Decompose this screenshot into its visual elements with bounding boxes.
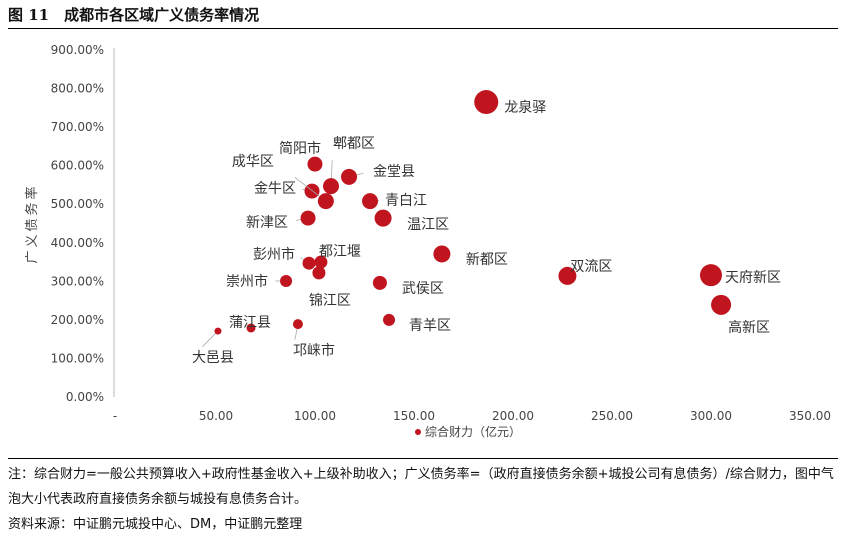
bubble-label: 邛崃市 (293, 342, 335, 359)
legend-label: 综合财力（亿元） (425, 424, 521, 439)
legend-marker (415, 429, 421, 435)
bubble-label: 温江区 (407, 217, 449, 233)
bubble-温江区 (374, 209, 392, 227)
y-tick-label: 800.00% (51, 82, 104, 96)
x-tick-label: 350.00 (789, 409, 831, 423)
y-tick-label: 600.00% (51, 159, 104, 173)
bubble-金牛区 (304, 183, 320, 199)
bubble-label: 大邑县 (192, 350, 234, 366)
y-tick-label: 900.00% (51, 43, 104, 57)
bubble-简阳市 (307, 156, 323, 172)
y-tick-label: 200.00% (51, 313, 104, 327)
bubble-武侯区 (372, 275, 387, 290)
y-axis-title: 广义债务率 (24, 183, 40, 263)
y-tick-label: 700.00% (51, 120, 104, 134)
bubble-锦江区 (312, 266, 326, 280)
bubble-label: 彭州市 (253, 246, 295, 263)
bubble-蒲江县 (246, 323, 256, 333)
bubble-label: 简阳市 (279, 140, 321, 157)
bubble-彭州市 (302, 256, 316, 270)
bubble-label: 天府新区 (725, 270, 781, 286)
bubble-label: 金牛区 (254, 181, 296, 197)
y-tick-label: 100.00% (51, 351, 104, 365)
bubble-label: 成华区 (232, 154, 274, 170)
bubble-label: 锦江区 (309, 292, 351, 309)
x-tick-label: 300.00 (690, 409, 732, 423)
bubble-双流区 (558, 266, 577, 285)
bubble-郫都区 (323, 178, 340, 195)
y-tick-label: 300.00% (51, 274, 104, 288)
bubble-label: 郫都区 (333, 136, 375, 152)
figure-title: 图 11 成都市各区域广义债务率情况 (8, 6, 260, 24)
bubble-天府新区 (699, 264, 722, 287)
bubble-label: 龙泉驿 (504, 99, 546, 116)
bubble-都江堰 (314, 255, 328, 269)
x-tick-label: - (113, 409, 117, 423)
bubble-label: 青羊区 (409, 318, 451, 334)
bubble-大邑县 (214, 327, 222, 335)
bubble-label: 武侯区 (402, 281, 444, 297)
bubble-崇州市 (280, 274, 293, 287)
bubble-高新区 (711, 294, 732, 315)
bubble-龙泉驿 (474, 90, 499, 115)
y-tick-label: 500.00% (51, 197, 104, 211)
bubble-新津区 (300, 210, 316, 226)
bubble-青白江 (362, 193, 379, 210)
bubble-label: 新都区 (466, 252, 508, 268)
bubble-label: 双流区 (570, 259, 612, 275)
leader-line (202, 330, 219, 347)
source-note: 资料来源：中证鹏元城投中心、DM，中证鹏元整理 (8, 517, 303, 532)
bubble-label: 崇州市 (226, 273, 268, 290)
bubble-label: 新津区 (246, 215, 288, 231)
bubble-label: 高新区 (728, 319, 770, 336)
bubble-青羊区 (383, 313, 396, 326)
bubble-label: 青白江 (385, 193, 427, 209)
bubble-金堂县 (341, 168, 358, 185)
notes-rule (8, 458, 838, 459)
footnote: 注：综合财力=一般公共预算收入+政府性基金收入+上级补助收入；广义债务率=（政府… (8, 467, 834, 507)
x-tick-label: 200.00 (492, 409, 534, 423)
x-tick-label: 50.00 (199, 409, 233, 423)
y-tick-label: 0.00% (66, 390, 104, 404)
bubble-chart: 0.00% 100.00% 200.00% 300.00% 400.00% 500.00%… (24, 43, 831, 439)
title-rule (8, 28, 838, 29)
x-tick-label: 150.00 (393, 409, 435, 423)
bubble-label: 金堂县 (373, 164, 415, 180)
bubble-label: 都江堰 (319, 244, 361, 260)
bubble-成华区 (317, 193, 334, 210)
x-tick-label: 100.00 (294, 409, 336, 423)
bubble-邛崃市 (292, 319, 303, 330)
y-tick-label: 400.00% (51, 236, 104, 250)
bubble-label: 蒲江县 (229, 315, 271, 331)
bubble-新都区 (433, 245, 451, 263)
x-tick-label: 250.00 (591, 409, 633, 423)
